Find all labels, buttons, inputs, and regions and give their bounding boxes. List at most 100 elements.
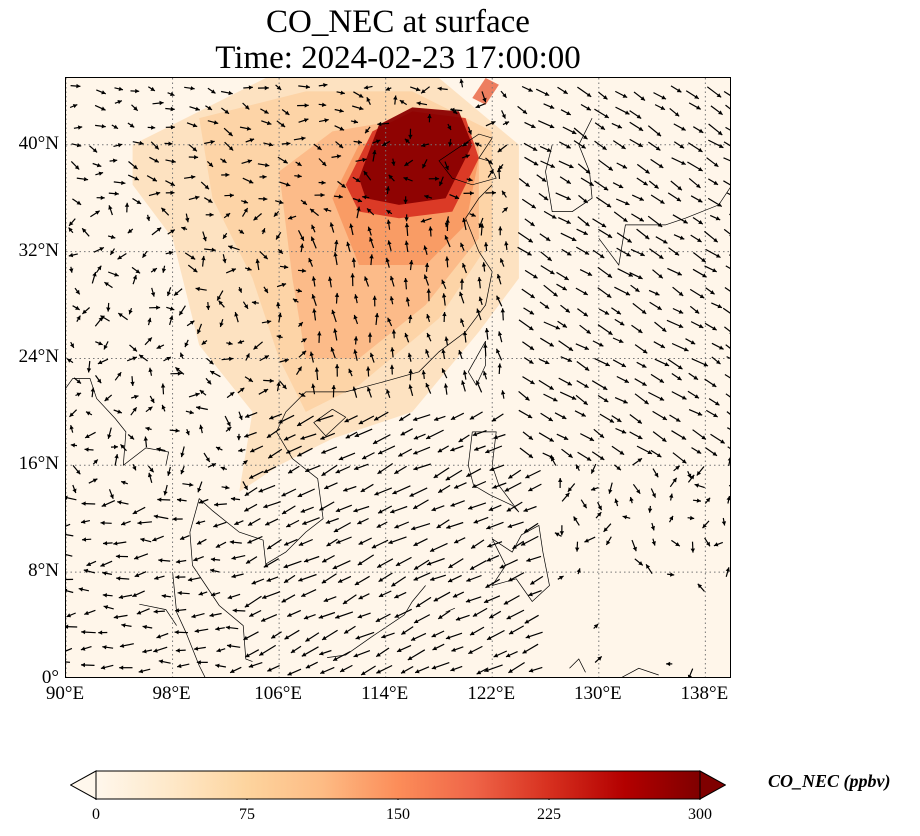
wind-arrow [461,380,466,392]
wind-arrow [667,358,683,370]
wind-arrow [184,252,196,260]
wind-arrow [214,502,227,507]
map-subtitle: Time: 2024-02-23 17:00:00 [215,40,581,76]
wind-arrow [650,488,657,498]
wind-arrow [153,609,165,614]
wind-arrow [205,105,213,111]
wind-arrow [166,287,172,297]
wind-arrow [506,609,525,620]
wind-arrow [333,328,338,341]
wind-arrow [131,394,139,400]
wind-arrow [255,258,260,271]
wind-arrow [353,91,364,99]
wind-arrow [501,206,509,213]
wind-arrow [137,520,152,525]
wind-arrow [93,246,105,253]
wind-arrow [477,276,482,289]
wind-arrow [689,305,700,314]
wind-arrow [431,662,450,670]
wind-arrow [263,142,274,147]
wind-arrow [270,631,282,639]
wind-arrow [408,369,413,381]
wind-arrow [130,406,138,416]
wind-arrow [117,252,127,260]
wind-arrow [558,160,574,169]
wind-arrow [113,541,127,546]
wind-arrow [441,348,446,360]
wind-arrow [244,376,254,383]
wind-arrow [142,250,148,259]
wind-arrow [433,591,451,602]
wind-arrow [109,158,118,163]
wind-arrow [397,448,413,457]
wind-arrow [453,482,467,489]
wind-arrow [410,632,427,641]
wind-arrow [508,661,525,674]
wind-arrow [114,100,123,105]
wind-arrow [187,264,198,273]
wind-arrow [616,375,630,384]
wind-arrow [261,319,272,325]
wind-arrow [247,535,263,544]
wind-arrow [287,465,300,474]
map-title: CO_NEC at surface [266,4,530,40]
wind-arrow [216,290,224,301]
wind-arrow [567,483,576,493]
wind-arrow [672,214,688,224]
wind-arrow [591,451,605,461]
wind-arrow [275,231,282,240]
wind-arrow [149,156,160,163]
wind-arrow [708,123,723,136]
wind-arrow [238,229,245,235]
wind-arrow [165,106,175,112]
wind-arrow [197,481,203,493]
wind-arrow [331,154,342,159]
wind-arrow [727,456,730,467]
wind-arrow [312,308,317,321]
wind-arrow [241,159,253,164]
wind-arrow [521,85,533,92]
wind-arrow [603,523,612,533]
wind-arrow [323,207,332,213]
wind-arrow [81,227,90,237]
wind-arrow [166,306,175,311]
wind-arrow [726,356,730,359]
wind-arrow [237,387,245,394]
wind-arrow [163,356,172,362]
wind-arrow [132,140,144,146]
wind-arrow [579,324,592,335]
wind-arrow [614,286,631,296]
coastline-segment [467,340,486,386]
wind-arrow [562,126,577,135]
wind-arrow [437,484,451,494]
wind-arrow [556,433,569,441]
wind-arrow [154,575,165,580]
wind-arrow [692,217,704,225]
wind-arrow [281,505,296,515]
wind-arrow [467,502,487,510]
wind-arrow [429,574,446,581]
wind-arrow [100,520,112,526]
wind-arrow [579,269,593,277]
wind-arrow [523,357,534,365]
wind-arrow [593,623,599,629]
wind-arrow [304,465,321,473]
wind-arrow [165,159,176,164]
wind-arrow [391,329,397,339]
wind-arrow [727,427,730,430]
longitude-tick-label: 98°E [152,683,191,704]
wind-arrow [321,446,338,454]
wind-arrow [251,578,265,585]
wind-arrow [498,164,504,171]
wind-arrow [710,433,726,444]
wind-arrow [449,194,460,200]
wind-arrow [386,389,391,398]
wind-arrow [199,389,207,396]
wind-arrow [267,665,280,672]
wind-arrow [522,643,539,654]
wind-arrow [242,301,249,310]
wind-arrow [528,666,543,673]
colorbar-bar [96,771,700,799]
wind-arrow [594,655,603,663]
wind-arrow [692,126,704,134]
